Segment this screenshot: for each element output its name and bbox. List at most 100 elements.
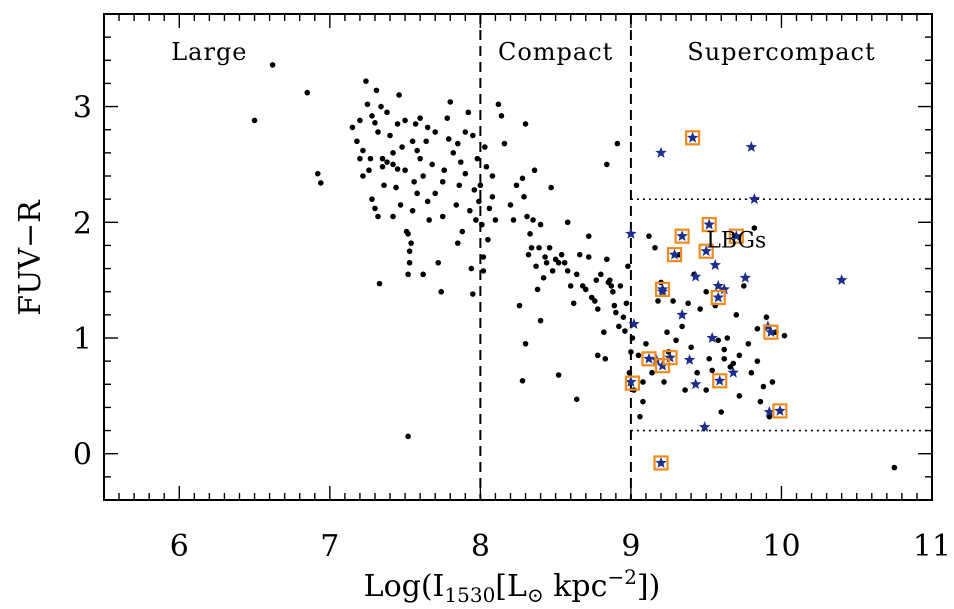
star-point [683,353,696,365]
x-tick-label: 11 [913,529,951,564]
data-point [516,302,523,309]
data-point [317,180,324,186]
star-point [656,283,669,295]
data-point [661,379,667,385]
data-point [548,184,554,191]
data-point [483,163,490,170]
star-point [712,291,724,303]
square-marker [701,217,717,233]
axis-ticks: 6 7 8 9 10 11 0 1 2 3 [73,13,951,564]
overlays: Large Compact Supercompact LBGs [171,38,875,254]
data-point [507,202,514,208]
data-point [372,119,378,126]
data-point [441,167,448,174]
star-point [698,421,711,432]
data-point [626,369,633,376]
data-point [510,217,517,223]
data-point [402,117,408,124]
data-point [664,329,670,336]
data-point [640,398,646,405]
star-point [712,279,724,291]
data-point [492,217,499,223]
data-point [409,138,416,145]
square-marker [728,228,744,244]
star-point [763,406,776,417]
data-point [537,317,544,324]
data-point [673,337,679,344]
data-point [372,205,378,212]
data-point [585,233,592,239]
data-point [480,254,487,260]
data-point [709,367,716,374]
data-point [637,413,643,420]
data-point [643,340,649,347]
data-point [470,291,476,297]
data-point [733,312,740,318]
data-point [682,387,688,393]
data-point [718,409,725,415]
data-point [513,182,520,189]
data-point [409,207,416,214]
data-point [454,240,461,246]
data-point [485,236,491,243]
star-point [718,283,730,295]
y-tick-label: 3 [73,91,92,126]
data-point [465,109,472,116]
data-point [582,286,589,293]
data-point [414,147,420,154]
x-tick-label: 7 [320,529,339,564]
square-marker [698,243,714,259]
x-axis-label: Log(I1530[L⊙ kpc−2]) [364,565,661,607]
data-point [360,147,366,154]
star-point [774,404,786,416]
data-point [482,144,488,150]
star-point [709,259,721,270]
data-point [697,306,703,312]
data-point [594,352,601,359]
star-point [727,366,739,378]
data-point [598,271,604,278]
data-point [501,140,508,147]
data-point [394,121,401,127]
data-point [390,161,396,168]
data-point [622,328,628,334]
data-point [519,175,526,182]
star-point [765,326,777,338]
star-point [689,270,702,282]
data-point [417,155,423,162]
data-point [679,323,685,330]
data-point [703,387,709,393]
data-point [715,337,722,344]
data-point [445,136,452,142]
data-point [763,314,770,320]
data-point [607,277,613,283]
region-label: Supercompact [687,38,875,66]
data-point [521,194,527,200]
data-point [444,115,451,121]
data-point [417,115,423,121]
data-point [384,109,390,116]
data-point [393,184,399,191]
data-point [549,268,556,274]
data-point [396,92,402,98]
star-point [714,374,726,386]
data-point [423,138,429,145]
data-point [730,360,737,367]
data-point [379,163,386,170]
data-point [375,129,381,135]
data-point [435,259,442,266]
data-point [542,254,548,260]
lbg-region-label: LBGs [706,229,766,254]
star-point [625,375,637,387]
y-tick-label: 0 [73,438,92,473]
y-axis-label: FUV−R [13,199,48,316]
square-marker [624,375,641,391]
data-point [614,140,621,147]
data-point [561,259,568,266]
data-point [432,190,439,197]
x-tick-label: 9 [621,529,640,564]
data-point [397,202,404,208]
data-point [546,244,553,251]
data-point [498,113,505,119]
